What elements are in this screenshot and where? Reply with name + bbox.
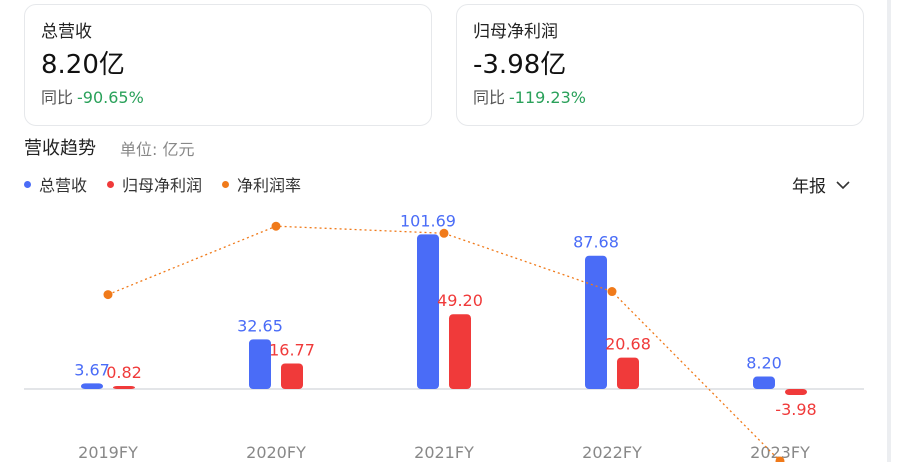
- margin-point-2022FY: [607, 287, 617, 297]
- section-title: 营收趋势: [24, 138, 96, 159]
- period-selector-label: 年报: [792, 177, 826, 197]
- section-unit: 单位: 亿元: [120, 140, 195, 159]
- bar-revenue-2022FY: [585, 255, 607, 389]
- data-label-profit-2020FY: 16.77: [269, 341, 315, 360]
- x-tick-label-2023FY: 2023FY: [750, 443, 810, 462]
- bar-profit-2021FY: [449, 314, 471, 389]
- x-tick-label-2019FY: 2019FY: [78, 443, 138, 462]
- legend-item-margin[interactable]: 净利润率: [222, 172, 301, 196]
- margin-line: [107, 225, 781, 462]
- revenue-yoy-value: -90.65%: [77, 88, 144, 107]
- bar-profit-2022FY: [617, 357, 639, 389]
- x-tick-label-2021FY: 2021FY: [414, 443, 474, 462]
- revenue-card: 总营收 8.20亿 同比 -90.65%: [24, 4, 432, 126]
- legend-dot-revenue: [24, 180, 31, 188]
- data-label-revenue-2020FY: 32.65: [237, 316, 283, 335]
- legend-label-revenue: 总营收: [39, 176, 88, 195]
- bar-profit-2023FY: [785, 389, 807, 396]
- legend-dot-profit: [107, 180, 115, 188]
- data-label-profit-2021FY: 49.20: [437, 291, 483, 310]
- margin-point-2021FY: [439, 228, 449, 238]
- profit-yoy-label: 同比: [473, 88, 506, 107]
- data-label-profit-2022FY: 20.68: [605, 335, 651, 354]
- bar-revenue-2023FY: [753, 376, 775, 389]
- margin-point-2023FY: [775, 456, 785, 462]
- data-label-profit-2019FY: 0.82: [106, 363, 142, 382]
- profit-card-yoy: 同比 -119.23%: [473, 87, 863, 109]
- bar-revenue-2021FY: [417, 234, 439, 389]
- profit-card-value: -3.98亿: [473, 50, 567, 80]
- profit-card-label: 归母净利润: [473, 22, 558, 42]
- data-label-revenue-2023FY: 8.20: [746, 354, 782, 373]
- legend-label-margin: 净利润率: [237, 176, 302, 195]
- revenue-yoy-label: 同比: [41, 88, 74, 107]
- x-tick-label-2020FY: 2020FY: [246, 443, 306, 462]
- revenue-trend-chart: 3.670.82 2019FY 32.65 16.77 2020FY 101.69 49.2…: [24, 211, 864, 462]
- revenue-card-label: 总营收: [41, 22, 92, 42]
- margin-point-2019FY: [103, 290, 113, 300]
- revenue-card-value: 8.20亿: [41, 50, 125, 80]
- x-tick-label-2022FY: 2022FY: [582, 443, 642, 462]
- period-selector[interactable]: 年报: [792, 172, 850, 197]
- bar-profit-2020FY: [281, 363, 303, 389]
- data-label-revenue-2019FY: 3.67: [74, 360, 110, 379]
- bar-revenue-2019FY: [81, 383, 103, 389]
- profit-card: 归母净利润 -3.98亿 同比 -119.23%: [456, 4, 864, 126]
- data-label-revenue-2021FY: 101.69: [400, 211, 456, 230]
- bar-profit-2019FY: [113, 386, 135, 389]
- scrollbar[interactable]: [887, 0, 891, 462]
- legend-item-revenue[interactable]: 总营收: [24, 172, 87, 196]
- chevron-down-icon: [836, 180, 850, 189]
- legend-label-profit: 归母净利润: [122, 176, 203, 195]
- data-label-profit-2023FY: -3.98: [775, 400, 816, 419]
- revenue-card-yoy: 同比 -90.65%: [41, 87, 431, 109]
- profit-yoy-value: -119.23%: [509, 88, 586, 107]
- legend-item-profit[interactable]: 归母净利润: [107, 172, 202, 196]
- margin-point-2020FY: [271, 221, 281, 231]
- chart-legend: 总营收 归母净利润 净利润率: [24, 172, 301, 196]
- bar-revenue-2020FY: [249, 339, 271, 389]
- data-label-revenue-2022FY: 87.68: [573, 233, 619, 252]
- legend-dot-margin: [222, 180, 230, 188]
